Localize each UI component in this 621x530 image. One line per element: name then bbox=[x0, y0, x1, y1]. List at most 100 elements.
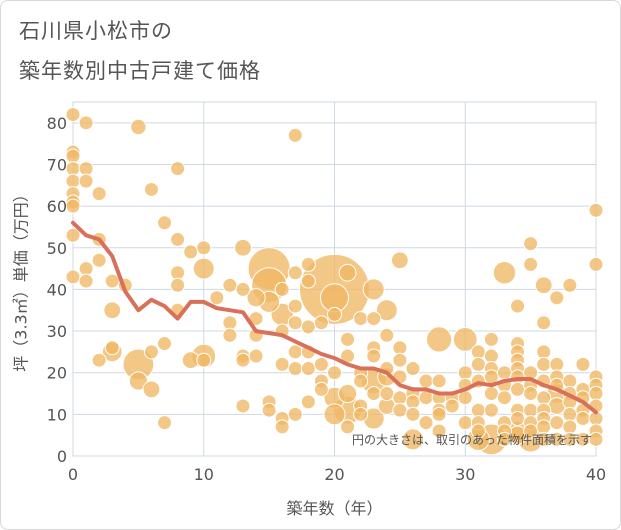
data-point bbox=[222, 315, 238, 331]
data-point bbox=[366, 386, 382, 402]
data-point bbox=[274, 281, 290, 297]
data-point bbox=[452, 326, 478, 352]
x-tick-label: 0 bbox=[68, 465, 78, 484]
data-point bbox=[353, 406, 369, 422]
data-point bbox=[65, 148, 81, 164]
data-point bbox=[405, 406, 421, 422]
x-axis-title: 築年数（年） bbox=[286, 499, 382, 518]
tick-labels: 0 10 20 30 40 0 10 20 30 40 50 60 70 80 bbox=[47, 114, 607, 484]
data-point bbox=[313, 356, 329, 372]
data-point bbox=[536, 419, 552, 435]
data-point bbox=[549, 290, 565, 306]
y-tick-label: 40 bbox=[47, 280, 67, 299]
data-point bbox=[575, 356, 591, 372]
data-point bbox=[157, 336, 173, 352]
data-point bbox=[65, 269, 81, 285]
data-point bbox=[91, 352, 107, 368]
data-point bbox=[523, 386, 539, 402]
data-point bbox=[588, 202, 604, 218]
y-tick-label: 80 bbox=[47, 114, 67, 133]
data-point bbox=[536, 356, 552, 372]
data-point bbox=[562, 406, 578, 422]
data-point bbox=[235, 352, 251, 368]
data-point bbox=[300, 273, 316, 289]
data-point bbox=[103, 301, 122, 320]
data-point bbox=[261, 402, 277, 418]
data-point bbox=[405, 394, 421, 410]
data-point bbox=[235, 398, 251, 414]
data-point bbox=[337, 383, 358, 404]
data-point bbox=[313, 381, 329, 397]
data-point bbox=[401, 428, 424, 451]
data-point bbox=[536, 390, 552, 406]
data-point bbox=[143, 181, 159, 197]
data-point bbox=[287, 127, 303, 143]
data-point bbox=[353, 373, 369, 389]
data-point bbox=[128, 371, 148, 391]
data-point bbox=[536, 315, 552, 331]
data-point bbox=[157, 415, 173, 431]
data-point bbox=[327, 365, 342, 381]
data-point bbox=[496, 390, 512, 406]
data-point bbox=[65, 198, 81, 214]
data-point bbox=[287, 361, 303, 377]
data-point bbox=[510, 381, 526, 397]
data-point bbox=[523, 236, 539, 252]
data-point bbox=[510, 369, 526, 385]
data-point bbox=[78, 161, 94, 177]
data-point bbox=[470, 356, 486, 372]
y-tick-label: 70 bbox=[47, 155, 67, 174]
data-point bbox=[523, 402, 539, 418]
data-point bbox=[562, 277, 578, 293]
data-point bbox=[300, 256, 316, 272]
data-point bbox=[170, 265, 186, 281]
data-point bbox=[470, 402, 486, 418]
x-tick-label: 10 bbox=[194, 465, 214, 484]
data-point bbox=[78, 261, 94, 277]
data-point bbox=[65, 227, 81, 243]
data-point bbox=[418, 415, 434, 431]
data-point bbox=[483, 331, 499, 347]
data-point bbox=[575, 411, 591, 427]
data-point bbox=[287, 265, 303, 281]
data-point bbox=[390, 251, 409, 270]
data-point bbox=[431, 373, 447, 389]
trend-layer bbox=[71, 220, 598, 415]
x-tick-label: 40 bbox=[586, 465, 606, 484]
data-point bbox=[470, 423, 486, 439]
data-point bbox=[353, 311, 369, 327]
data-point bbox=[496, 365, 512, 381]
data-point bbox=[143, 344, 159, 360]
data-point bbox=[274, 419, 290, 435]
data-point bbox=[392, 390, 408, 406]
data-point bbox=[170, 277, 186, 293]
data-point bbox=[562, 373, 578, 389]
page-title: 石川県小松市の bbox=[19, 19, 173, 43]
data-point bbox=[192, 257, 215, 280]
data-point bbox=[366, 348, 382, 364]
data-point bbox=[222, 277, 238, 293]
data-point bbox=[91, 252, 107, 268]
data-point bbox=[379, 386, 395, 402]
data-point bbox=[392, 340, 408, 356]
data-point bbox=[248, 348, 264, 364]
data-point bbox=[91, 186, 107, 202]
data-point bbox=[287, 315, 303, 331]
data-point bbox=[327, 306, 342, 322]
data-point bbox=[338, 263, 357, 282]
y-tick-label: 20 bbox=[47, 364, 67, 383]
y-tick-label: 60 bbox=[47, 197, 67, 216]
data-point bbox=[392, 352, 408, 368]
y-axis-title: 坪（3.3㎡）単価（万円） bbox=[12, 186, 31, 371]
y-tick-label: 50 bbox=[47, 239, 67, 258]
data-point bbox=[483, 348, 499, 364]
y-tick-label: 10 bbox=[47, 405, 67, 424]
y-tick-label: 0 bbox=[57, 447, 67, 466]
data-point bbox=[457, 415, 473, 431]
data-point bbox=[323, 403, 346, 426]
data-point bbox=[534, 276, 553, 295]
data-point bbox=[142, 380, 161, 399]
data-point bbox=[523, 256, 539, 272]
data-point bbox=[235, 281, 251, 297]
